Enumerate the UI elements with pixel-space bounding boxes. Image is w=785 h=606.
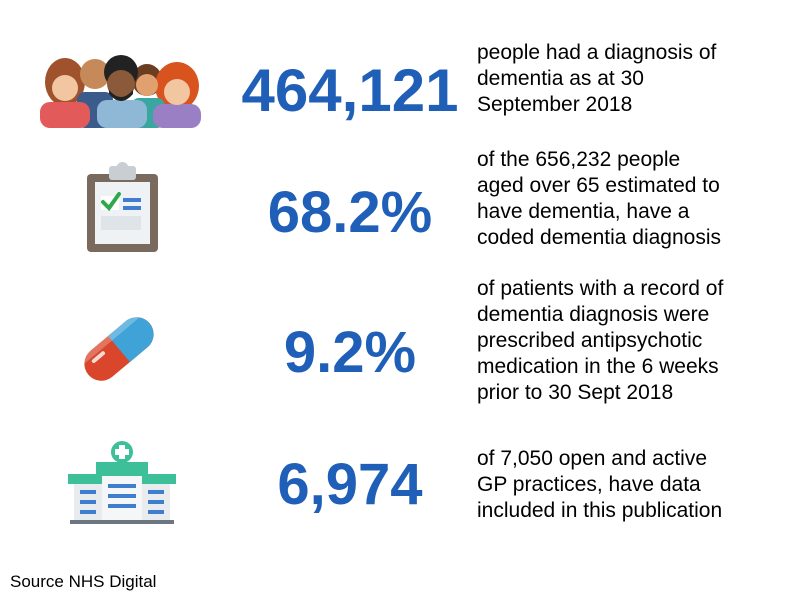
stat-description-gp-practices: of 7,050 open and active GP practices, h… — [477, 446, 722, 524]
people-group-icon — [35, 52, 207, 128]
source-note: Source NHS Digital — [10, 572, 157, 591]
description-line: of patients with a record of — [477, 277, 724, 300]
description-line: included in this publication — [477, 499, 723, 522]
stat-value-antipsychotic: 9.2% — [283, 320, 417, 385]
stat-value-diagnosis-rate: 68.2% — [267, 180, 433, 245]
description-line: prior to 30 Sept 2018 — [477, 381, 674, 404]
stat-description-diagnosis-rate: of the 656,232 people aged over 65 estim… — [477, 147, 721, 251]
hospital-building-icon — [66, 440, 178, 524]
pill-capsule-icon — [76, 308, 162, 390]
description-line: have dementia, have a — [477, 200, 690, 223]
description-line: GP practices, have data — [477, 473, 701, 496]
description-line: dementia diagnosis were — [477, 303, 710, 326]
description-line: of 7,050 open and active — [477, 447, 708, 470]
description-line: of the 656,232 people — [477, 148, 681, 171]
clipboard-checklist-icon — [85, 160, 160, 254]
stat-value-gp-practices: 6,974 — [277, 452, 423, 517]
description-line: medication in the 6 weeks — [477, 355, 719, 378]
description-line: September 2018 — [477, 93, 633, 116]
description-line: dementia as at 30 — [477, 67, 644, 90]
stat-value-diagnosed: 464,121 — [241, 57, 459, 124]
stat-description-antipsychotic: of patients with a record of dementia di… — [477, 276, 723, 406]
description-line: coded dementia diagnosis — [477, 226, 722, 249]
description-line: people had a diagnosis of — [477, 41, 717, 64]
stat-description-diagnosed: people had a diagnosis of dementia as at… — [477, 40, 716, 118]
description-line: aged over 65 estimated to — [477, 174, 720, 197]
description-line: prescribed antipsychotic — [477, 329, 703, 352]
